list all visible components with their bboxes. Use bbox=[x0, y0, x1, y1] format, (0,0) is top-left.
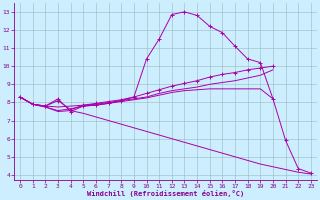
X-axis label: Windchill (Refroidissement éolien,°C): Windchill (Refroidissement éolien,°C) bbox=[87, 190, 244, 197]
